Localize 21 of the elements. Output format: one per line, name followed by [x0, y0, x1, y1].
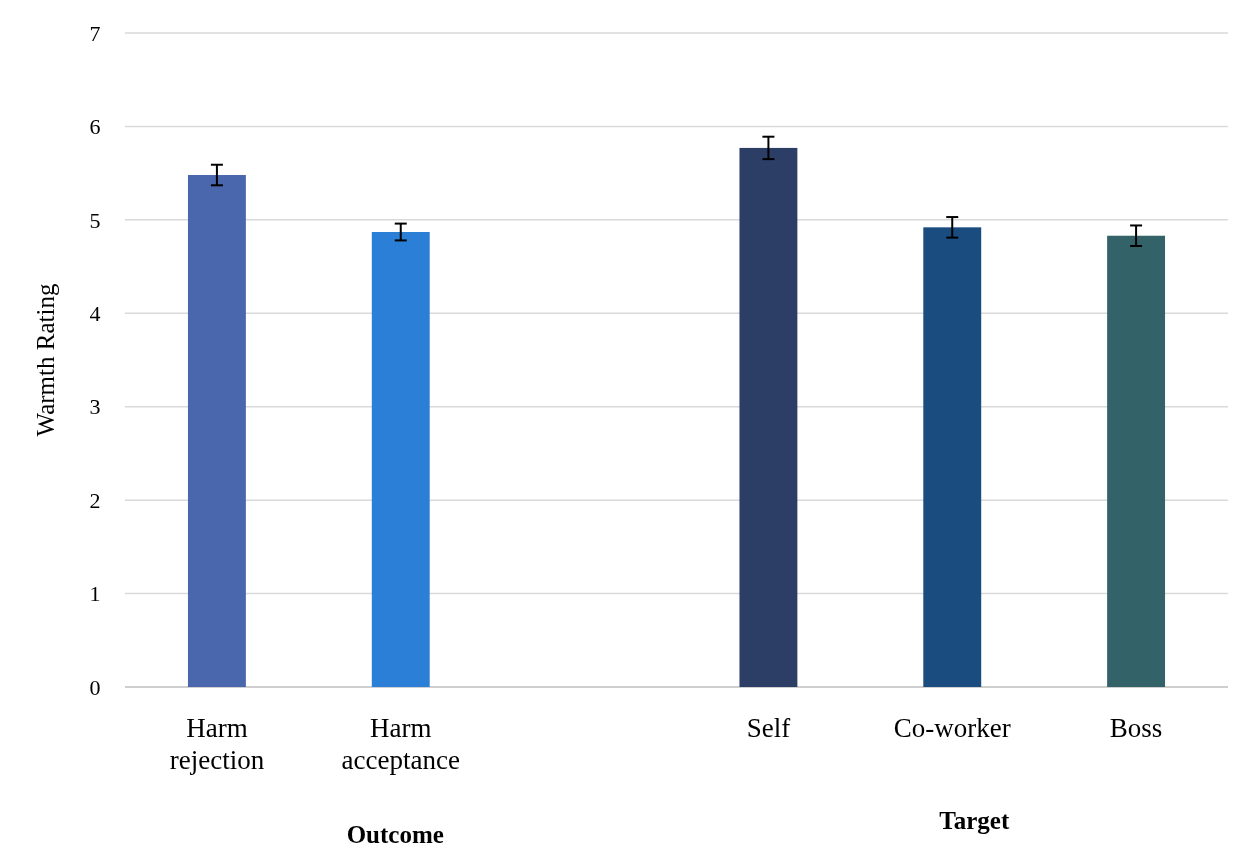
y-axis-title: Warmth Rating: [31, 283, 59, 437]
y-tick-label: 6: [89, 114, 101, 140]
y-tick-label: 1: [89, 581, 101, 607]
bar: [739, 147, 798, 687]
bar: [1107, 235, 1166, 687]
y-tick-label: 7: [89, 20, 101, 46]
y-tick-label: 2: [89, 487, 101, 513]
y-tick-label: 0: [89, 674, 101, 700]
x-tick-label: Self: [746, 713, 791, 743]
bar: [371, 232, 430, 687]
x-tick-label: Boss: [1109, 713, 1163, 743]
x-tick-label: Harm rejection: [169, 713, 265, 775]
x-tick-label: Harm acceptance: [341, 713, 460, 775]
text: Target: [939, 807, 1010, 834]
y-tick-label: 4: [89, 300, 101, 326]
y-tick-label: 5: [89, 207, 101, 233]
x-tick-label: Co-worker: [893, 713, 1011, 743]
y-tick-label: 3: [89, 394, 101, 420]
bar: [187, 175, 246, 687]
text: Outcome: [346, 821, 444, 848]
bar: [923, 227, 982, 687]
